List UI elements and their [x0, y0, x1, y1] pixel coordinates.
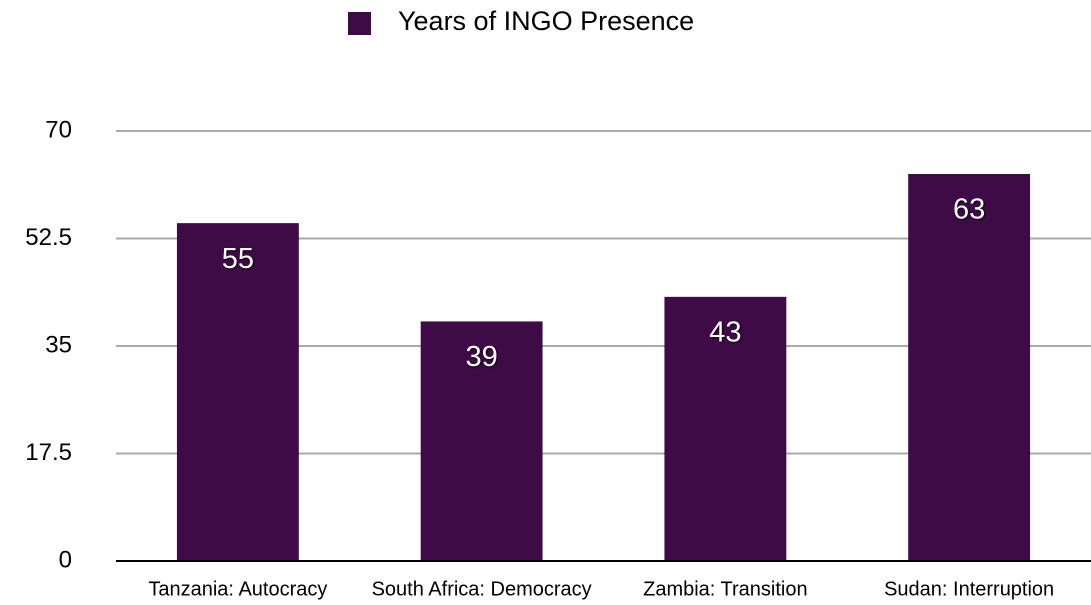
x-tick-label: Sudan: Interruption: [884, 578, 1054, 600]
y-tick-label: 17.5: [25, 439, 72, 466]
bar: [664, 296, 787, 561]
legend-label: Years of INGO Presence: [398, 6, 694, 36]
y-tick-label: 52.5: [25, 224, 72, 251]
bar: [908, 174, 1031, 561]
x-tick-label: Zambia: Transition: [643, 578, 808, 600]
x-tick-label: South Africa: Democracy: [372, 578, 592, 600]
legend-swatch: [348, 12, 371, 35]
value-label: 39: [465, 341, 497, 373]
bar: [420, 321, 543, 561]
value-label: 63: [953, 194, 985, 226]
y-tick-label: 70: [45, 116, 72, 143]
y-tick-label: 0: [59, 546, 72, 573]
value-label: 55: [222, 243, 254, 275]
value-label: 43: [709, 317, 741, 349]
y-tick-label: 35: [45, 331, 72, 358]
x-tick-label: Tanzania: Autocracy: [148, 578, 327, 600]
bar: [176, 223, 299, 561]
